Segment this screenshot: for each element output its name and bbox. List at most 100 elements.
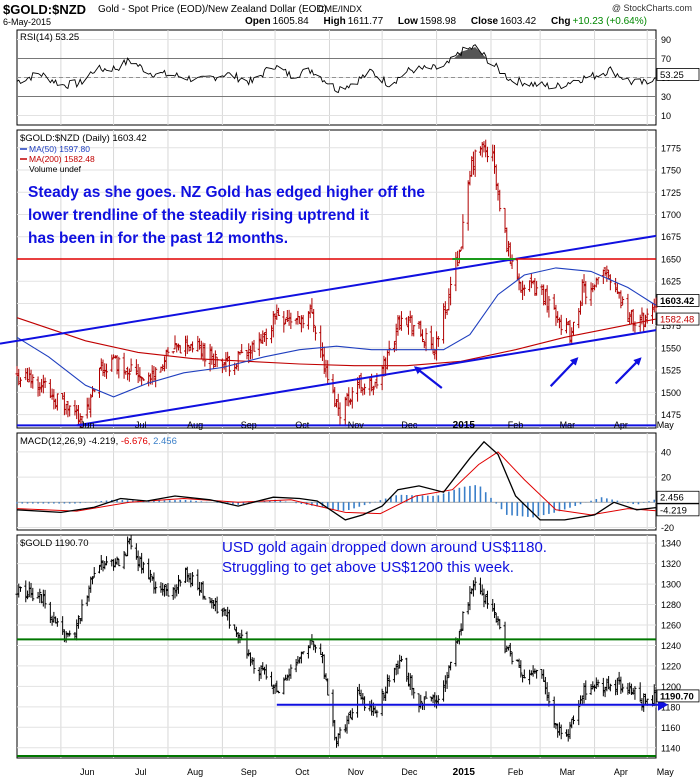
- macd-legend-signal: -6.676,: [121, 436, 153, 447]
- macd-histogram-bar: [347, 502, 350, 511]
- macd-histogram-bar: [458, 487, 461, 503]
- macd-histogram-bar: [621, 501, 624, 503]
- macd-histogram-bar: [400, 494, 403, 503]
- price-tick-label: 1475: [661, 410, 681, 420]
- close-label: Close: [470, 16, 499, 27]
- x-axis-month-label: Nov: [348, 767, 365, 777]
- macd-tick-label: -20: [661, 523, 674, 533]
- stockcharts-watermark: @ StockCharts.com: [611, 3, 692, 13]
- high-value: 1611.77: [347, 16, 384, 27]
- x-axis-month-label: Jul: [135, 767, 147, 777]
- macd-histogram-bar: [616, 500, 619, 503]
- macd-legend: MACD(12,26,9) -4.219, -6.676, 2.456: [20, 436, 177, 447]
- macd-histogram-bar: [184, 499, 187, 503]
- macd-histogram-bar: [590, 500, 592, 503]
- high-label: High: [323, 16, 346, 27]
- change-label: Chg: [551, 16, 571, 27]
- price-tick-label: 1650: [661, 254, 681, 264]
- macd-histogram-bar: [316, 502, 318, 507]
- price-tick-label: 1700: [661, 210, 681, 220]
- macd-histogram-bar: [279, 500, 282, 503]
- macd-histogram-bar: [469, 485, 471, 503]
- macd-histogram-bar: [105, 500, 108, 503]
- macd-histogram-bar: [490, 497, 492, 503]
- x-axis-month-label: Apr: [614, 420, 628, 430]
- price-tick-label: 1750: [661, 166, 681, 176]
- ohlc-summary: Open 1605.84 High 1611.77 Low 1598.98 Close…: [245, 16, 659, 27]
- ma50-legend: MA(50) 1597.80: [29, 144, 90, 154]
- macd-histogram-bar: [537, 502, 540, 517]
- macd-histogram-bar: [432, 495, 434, 503]
- macd-histogram-bar: [226, 502, 229, 504]
- usd-tick-label: 1320: [661, 559, 681, 569]
- macd-panel-frame: [16, 432, 657, 531]
- macd-histogram-bar: [379, 500, 382, 503]
- macd-tick-label: 20: [661, 473, 671, 483]
- close-value: 1603.42: [500, 16, 537, 27]
- rsi-tick-label: 90: [661, 35, 671, 45]
- macd-histogram-bar: [516, 502, 519, 516]
- macd-histogram-bar: [132, 500, 134, 503]
- macd-histogram-bar: [47, 502, 50, 504]
- macd-histogram-bar: [426, 495, 429, 503]
- volume-legend: Volume undef: [29, 164, 82, 174]
- macd-histogram-bar: [637, 502, 640, 505]
- macd-histogram-bar: [453, 489, 455, 503]
- x-axis-month-label: Aug: [187, 767, 203, 777]
- macd-histogram-bar: [268, 500, 271, 503]
- macd-histogram-bar: [595, 498, 598, 503]
- macd-histogram-bar: [195, 500, 197, 503]
- macd-histogram-bar: [627, 502, 629, 503]
- macd-histogram-bar: [532, 502, 534, 518]
- lower-trendline: [76, 329, 657, 427]
- rsi-line: [16, 44, 657, 94]
- usd-tick-label: 1280: [661, 600, 681, 610]
- rsi-tick-label: 30: [661, 92, 671, 102]
- macd-current-value-box: [656, 503, 700, 517]
- upper-trendline: [0, 234, 657, 345]
- open-value: 1605.84: [272, 16, 309, 27]
- x-axis-month-label: Mar: [560, 767, 576, 777]
- macd-histogram-bar: [116, 499, 118, 503]
- macd-histogram-bar: [295, 502, 297, 504]
- macd-histogram-bar: [511, 502, 513, 516]
- macd-current-value: -4.219: [660, 505, 687, 516]
- macd-histogram-bar: [632, 502, 634, 505]
- macd-histogram-bar: [21, 502, 24, 504]
- macd-histogram-bar: [147, 500, 150, 503]
- x-axis-month-label: 2015: [453, 767, 476, 778]
- macd-histogram-value: 2.456: [660, 493, 684, 504]
- x-axis-month-label: Oct: [295, 767, 310, 777]
- macd-histogram-bar: [311, 502, 313, 506]
- chart-date: 6-May-2015: [3, 17, 52, 27]
- price-annotation-line: lower trendline of the steadily rising u…: [28, 207, 369, 224]
- macd-histogram-bar: [653, 499, 656, 503]
- price-tick-label: 1625: [661, 277, 681, 287]
- price-current-value: 1603.42: [660, 296, 694, 307]
- macd-signal-line: [16, 451, 657, 516]
- macd-histogram-bar: [500, 502, 503, 510]
- annotation-arrow: [413, 366, 443, 389]
- usd-tick-label: 1180: [661, 702, 680, 712]
- macd-histogram-bar: [189, 500, 192, 503]
- macd-histogram-bar: [358, 502, 361, 507]
- macd-histogram-bar: [353, 502, 355, 509]
- macd-histogram-bar: [390, 496, 392, 503]
- chart-source: CME/INDX: [318, 4, 363, 14]
- annotation-arrow: [549, 357, 579, 387]
- macd-histogram-bar: [563, 502, 566, 510]
- price-tick-label: 1550: [661, 343, 681, 353]
- macd-histogram-bar: [26, 502, 29, 504]
- price-current-value-box: [656, 294, 700, 307]
- macd-histogram-bar: [263, 501, 266, 503]
- x-axis-month-label: Jun: [80, 767, 95, 777]
- macd-histogram-bar: [232, 502, 234, 505]
- macd-histogram-bar: [569, 502, 571, 508]
- usd-panel-frame: [16, 534, 657, 759]
- macd-histogram-bar: [363, 502, 366, 506]
- usd-tick-label: 1240: [661, 641, 681, 651]
- macd-tick-label: 40: [661, 447, 671, 457]
- ma50-line: [16, 267, 657, 398]
- macd-histogram-bar: [337, 502, 340, 510]
